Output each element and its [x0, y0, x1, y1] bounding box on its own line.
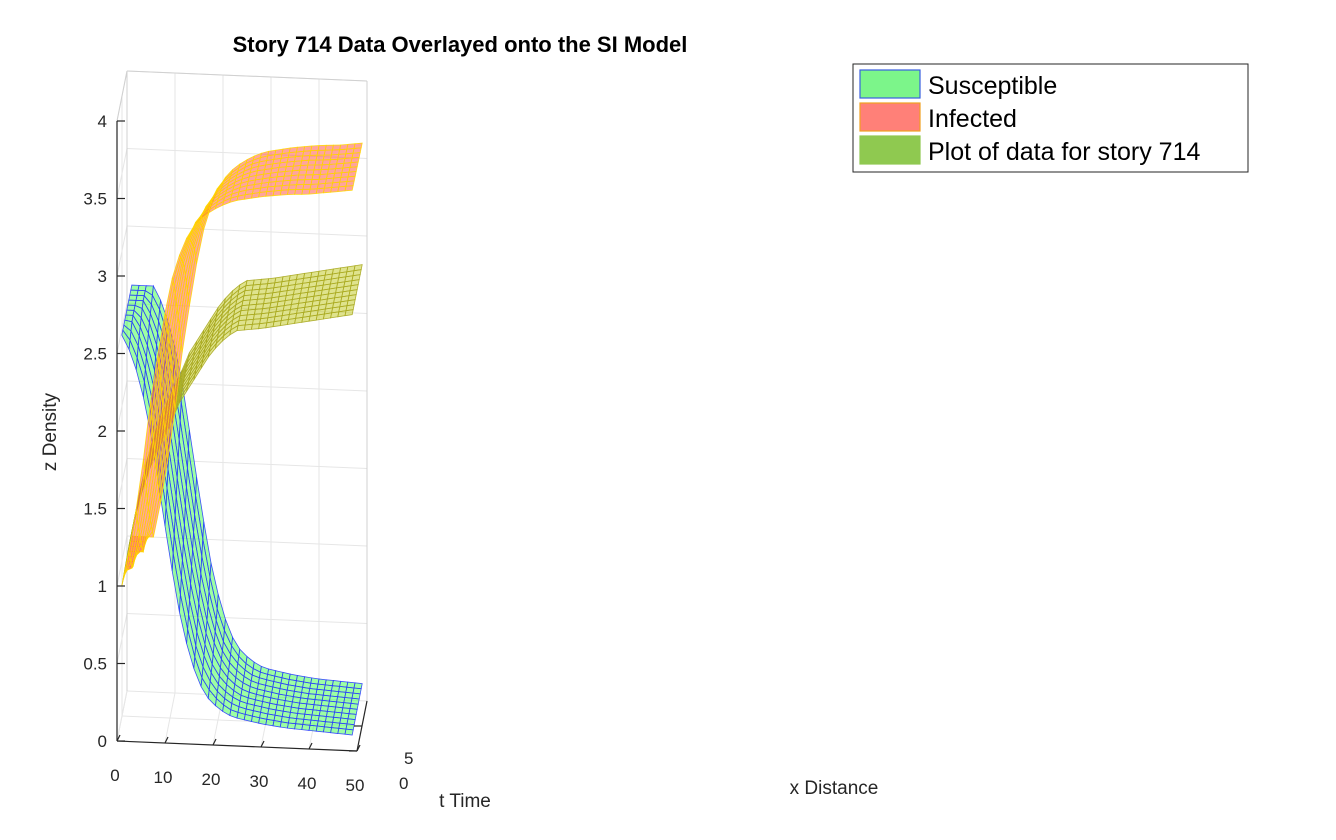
legend-label: Infected [928, 105, 1017, 133]
legend-label: Plot of data for story 714 [928, 138, 1200, 166]
surface-patch [344, 309, 354, 317]
t-tick [116, 734, 121, 742]
surface-layer [121, 142, 363, 736]
t-tick-label: 50 [346, 776, 365, 795]
surface-patch [243, 713, 253, 722]
legend-swatch [859, 69, 921, 99]
surface-patch [344, 728, 354, 736]
legend: Susceptible Infected Plot of data for stor… [852, 63, 1249, 173]
grid-box-edge [126, 70, 368, 82]
legend-label: Susceptible [928, 72, 1057, 100]
grid-line-back-z [126, 225, 368, 237]
z-tick-label: 3.5 [83, 190, 107, 209]
legend-swatch [859, 135, 921, 165]
z-tick-label: 4 [98, 112, 107, 131]
surface-patch [272, 720, 282, 728]
z-tick-label: 0.5 [83, 655, 107, 674]
surface-patch [344, 185, 354, 192]
axis-layer: 00.511.522.533.540 10 20 30 40 50 05 [83, 112, 413, 795]
x-tick-label: 0 [399, 774, 408, 793]
z-tick-label: 3 [98, 267, 107, 286]
z-axis-label: z Density [40, 392, 61, 471]
chart-title: Story 714 Data Overlayed onto the SI Mod… [233, 32, 688, 57]
z-tick-label: 2 [98, 422, 107, 441]
z-tick-label: 0 [98, 732, 107, 751]
x-axis-label: t Time [439, 791, 491, 812]
t-tick [212, 738, 217, 746]
grid-line-back-z [126, 535, 368, 547]
t-tick [260, 740, 265, 748]
t-tick-label: 30 [250, 772, 269, 791]
surface-susceptible [121, 284, 363, 736]
legend-items: Susceptible Infected Plot of data for stor… [859, 69, 1200, 166]
y-axis-label: x Distance [790, 778, 879, 799]
legend-swatch [859, 102, 921, 132]
t-tick [164, 736, 169, 744]
t-tick-label: 20 [202, 770, 221, 789]
t-tick-label: 10 [154, 768, 173, 787]
surface-patch [279, 721, 289, 729]
z-tick-label: 2.5 [83, 345, 107, 364]
surface-patch [265, 718, 275, 727]
z-tick-label: 1 [98, 577, 107, 596]
x-tick-label: 5 [404, 749, 413, 768]
surface-patch [250, 715, 261, 724]
t-axis-line [116, 740, 358, 752]
t-tick-label: 40 [298, 774, 317, 793]
t-tick [308, 742, 313, 750]
grid-box-edge [116, 70, 128, 122]
t-tick [356, 744, 361, 752]
z-tick-label: 1.5 [83, 500, 107, 519]
t-tick-label: 0 [110, 766, 119, 785]
surface-infected [121, 142, 363, 587]
surface-patch [258, 717, 268, 726]
grid-line-back-z [126, 613, 368, 624]
